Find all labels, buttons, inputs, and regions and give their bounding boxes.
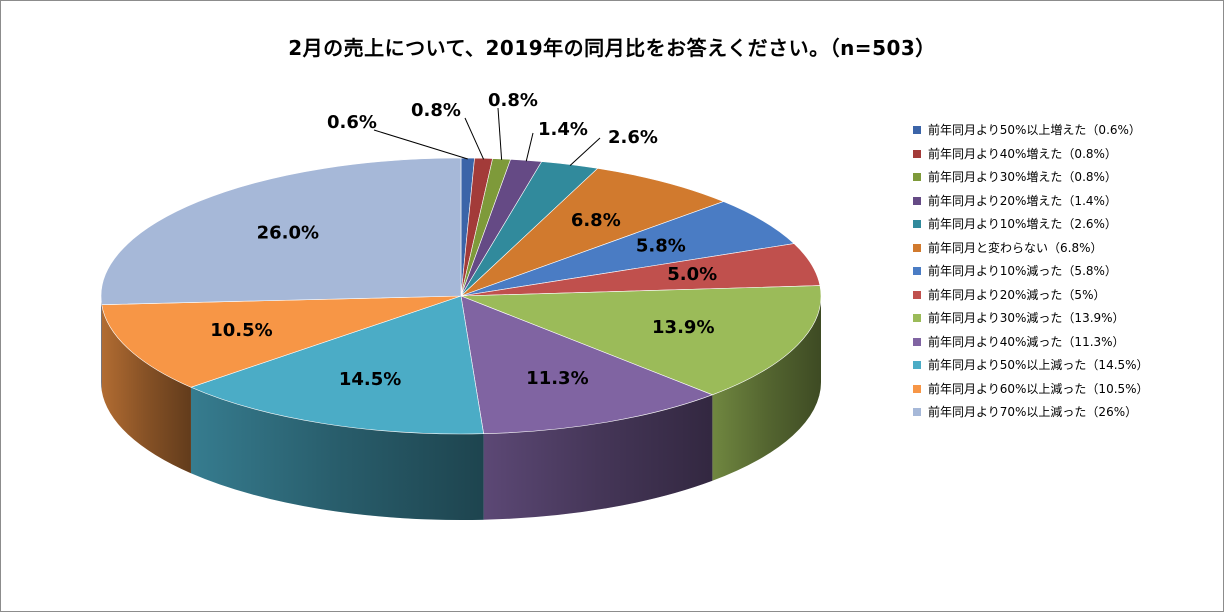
data-label-7: 5.0% [667,264,717,285]
legend-label: 前年同月より60%以上減った（10.5%） [928,381,1149,396]
pie-slice-8 [460,285,822,396]
data-label-1: 0.8% [411,100,461,121]
legend-label: 前年同月より10%減った（5.8%） [928,264,1117,278]
legend-swatch [913,337,921,346]
legend-item: 前年同月より20%減った（5%） [913,287,1213,311]
leader-line-3 [525,132,534,162]
legend-item: 前年同月より30%減った（13.9%） [913,310,1213,334]
pie-side-shade-11 [101,304,191,474]
leader-lines [373,107,601,166]
legend-label: 前年同月より50%以上減った（14.5%） [928,358,1149,372]
pie-slice-6 [460,201,795,297]
pie-side-shade-10 [190,387,484,520]
leader-line-0 [373,129,468,160]
pie-slice-9 [460,295,714,435]
data-label-5: 6.8% [571,210,621,231]
pie-slice-10 [190,295,484,435]
legend-item: 前年同月より10%減った（5.8%） [913,263,1213,287]
legend-label: 前年同月より30%増えた（0.8%） [928,170,1117,184]
legend-swatch [913,220,921,228]
pie-sides [101,296,821,520]
legend-swatch [913,361,921,369]
legend-label: 前年同月より30%減った（13.9%） [928,311,1125,325]
chart-title: 2月の売上について、2019年の同月比をお答えください。（n=503） [288,36,936,60]
legend-label: 前年同月より20%減った（5%） [928,287,1106,302]
legend-item: 前年同月より20%増えた（1.4%） [913,193,1213,217]
data-label-11: 10.5% [210,320,272,341]
data-label-4: 2.6% [608,127,658,148]
legend-label: 前年同月より70%以上減った（26%） [928,405,1138,419]
data-label-6: 5.8% [636,236,686,257]
legend-label: 前年同月より20%増えた（1.4%） [928,193,1117,208]
legend-item: 前年同月より40%増えた（0.8%） [913,146,1213,170]
data-label-8: 13.9% [652,317,714,338]
legend-swatch [913,408,921,416]
legend-swatch [913,126,921,134]
legend-swatch [913,267,921,275]
pie-side-shade-9 [483,394,713,520]
pie-side-shade-12 [101,296,102,391]
pie-slice-12 [100,157,462,305]
legend-label: 前年同月より40%減った（11.3%） [928,334,1125,349]
legend-swatch [913,314,921,322]
legend-item: 前年同月より50%以上減った（14.5%） [913,357,1213,381]
data-label-0: 0.6% [327,112,377,133]
legend-swatch [913,243,921,252]
legend-item: 前年同月より50%以上増えた（0.6%） [913,122,1213,146]
legend: 前年同月より50%以上増えた（0.6%） 前年同月より40%増えた（0.8%） 前年… [913,122,1213,428]
data-label-9: 11.3% [526,368,588,389]
data-label-3: 1.4% [538,119,588,140]
legend-label: 前年同月と変わらない（6.8%） [928,240,1103,255]
pie-slice-11 [101,295,462,388]
legend-item: 前年同月より60%以上減った（10.5%） [913,381,1213,405]
legend-swatch [913,290,921,299]
legend-swatch [913,149,921,158]
legend-label: 前年同月より50%以上増えた（0.6%） [928,123,1141,137]
pie-slice-5 [460,168,725,297]
legend-item: 前年同月より70%以上減った（26%） [913,404,1213,428]
data-label-2: 0.8% [488,90,538,111]
data-labels: 0.6%0.8% 0.8%1.4% 2.6%6.8%5.8%5.0%13.9%11.… [210,90,717,390]
legend-swatch [913,384,921,393]
data-label-12: 26.0% [257,223,319,244]
legend-label: 前年同月より10%増えた（2.6%） [928,217,1117,231]
data-label-10: 14.5% [339,369,401,390]
pie-slices [100,157,822,435]
legend-swatch [913,173,921,181]
legend-label: 前年同月より40%増えた（0.8%） [928,146,1117,161]
leader-line-1 [464,117,485,160]
leader-line-4 [569,137,601,166]
leader-line-2 [497,107,503,160]
legend-item: 前年同月より40%減った（11.3%） [913,334,1213,358]
legend-item: 前年同月と変わらない（6.8%） [913,240,1213,264]
pie-side-shade-8 [712,296,821,481]
legend-item: 前年同月より10%増えた（2.6%） [913,216,1213,240]
legend-swatch [913,196,921,205]
legend-item: 前年同月より30%増えた（0.8%） [913,169,1213,193]
